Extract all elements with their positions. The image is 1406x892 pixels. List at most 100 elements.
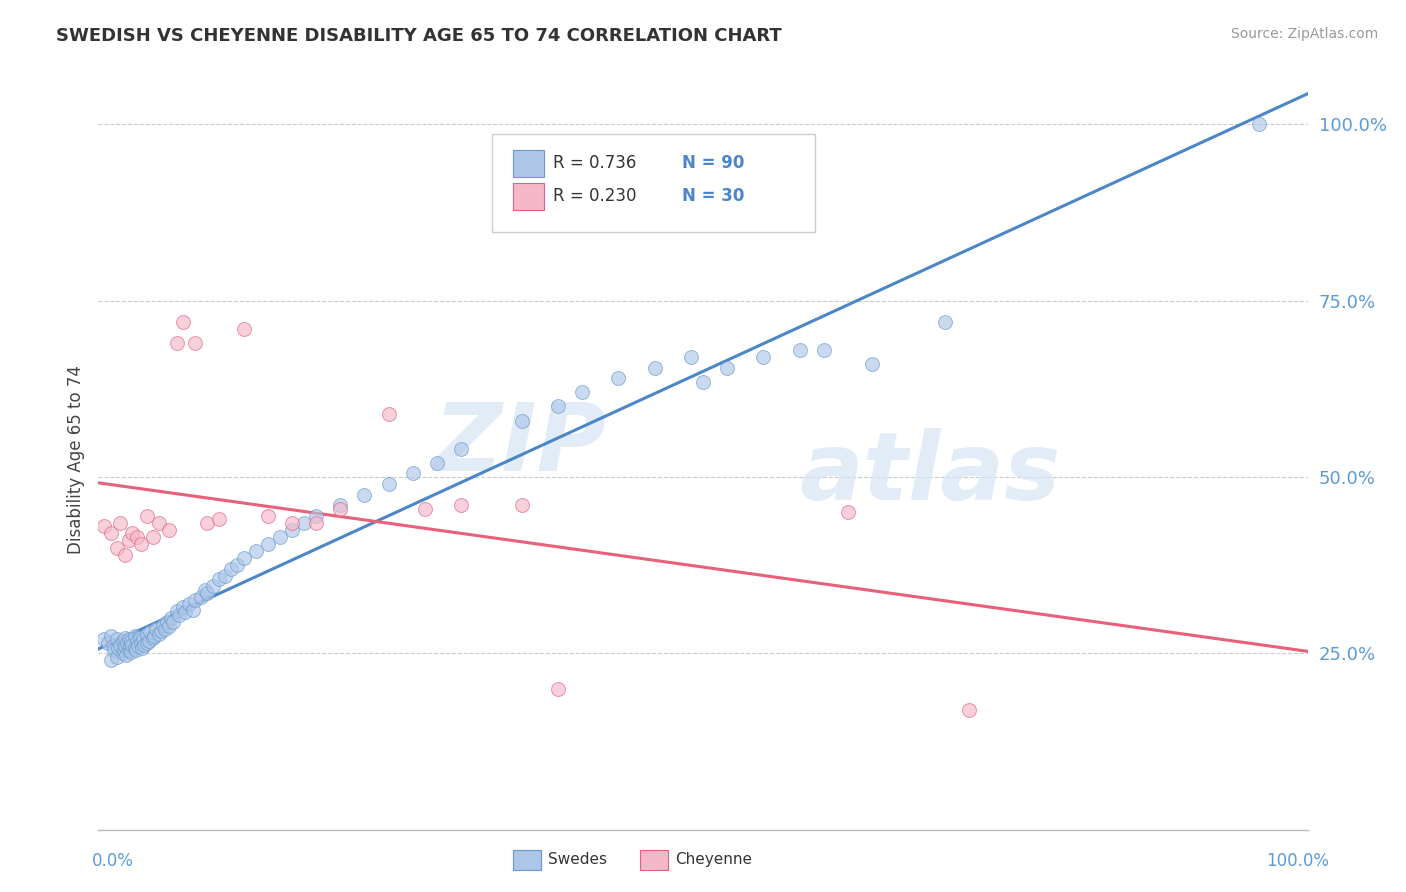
Point: [269, 530, 291, 544]
Point: [752, 350, 775, 364]
Point: [100, 653, 122, 667]
Point: [100, 629, 122, 643]
Point: [162, 615, 184, 629]
Point: [547, 400, 569, 414]
Point: [145, 622, 167, 636]
Point: [1249, 118, 1271, 132]
Text: Cheyenne: Cheyenne: [675, 853, 752, 867]
Point: [402, 467, 425, 481]
Point: [692, 375, 714, 389]
Point: [413, 501, 436, 516]
Point: [169, 607, 191, 622]
Point: [607, 371, 630, 385]
Point: [190, 590, 212, 604]
Point: [226, 558, 249, 573]
Point: [135, 508, 157, 523]
Point: [125, 642, 148, 657]
Point: [208, 512, 231, 526]
Point: [148, 626, 170, 640]
Point: [93, 632, 115, 647]
Point: [789, 343, 811, 357]
Point: [150, 624, 173, 638]
Y-axis label: Disability Age 65 to 74: Disability Age 65 to 74: [66, 365, 84, 554]
Point: [281, 516, 304, 530]
Point: [377, 477, 399, 491]
Point: [214, 568, 236, 582]
Point: [114, 631, 136, 645]
Point: [105, 541, 128, 555]
Point: [232, 322, 254, 336]
Point: [101, 639, 124, 653]
Point: [127, 530, 149, 544]
Text: 100.0%: 100.0%: [1265, 852, 1329, 870]
Point: [644, 360, 666, 375]
Point: [202, 579, 225, 593]
Point: [208, 572, 231, 586]
Point: [118, 642, 141, 657]
Point: [118, 639, 141, 653]
Point: [148, 516, 170, 530]
Point: [100, 526, 122, 541]
Text: Source: ZipAtlas.com: Source: ZipAtlas.com: [1230, 27, 1378, 41]
Point: [245, 544, 267, 558]
Point: [107, 640, 129, 655]
Point: [143, 629, 166, 643]
Point: [166, 604, 188, 618]
Point: [120, 633, 142, 648]
Point: [329, 501, 352, 516]
Point: [450, 442, 472, 456]
Point: [353, 488, 375, 502]
Point: [426, 456, 449, 470]
Point: [957, 703, 980, 717]
Point: [305, 508, 328, 523]
Point: [103, 642, 125, 657]
Point: [837, 505, 859, 519]
Point: [157, 523, 180, 537]
Point: [194, 582, 217, 597]
Text: R = 0.230: R = 0.230: [553, 187, 636, 205]
Point: [172, 315, 194, 329]
Point: [108, 516, 131, 530]
Point: [139, 625, 162, 640]
Text: Swedes: Swedes: [548, 853, 607, 867]
Point: [172, 600, 194, 615]
Point: [813, 343, 835, 357]
Point: [127, 639, 149, 653]
Point: [179, 597, 201, 611]
Point: [127, 633, 149, 648]
Point: [157, 619, 180, 633]
Point: [232, 551, 254, 566]
Point: [281, 523, 304, 537]
Point: [181, 602, 204, 616]
Text: N = 30: N = 30: [682, 187, 744, 205]
Point: [121, 526, 143, 541]
Point: [129, 636, 152, 650]
Text: SWEDISH VS CHEYENNE DISABILITY AGE 65 TO 74 CORRELATION CHART: SWEDISH VS CHEYENNE DISABILITY AGE 65 TO…: [56, 27, 782, 45]
Point: [114, 639, 136, 653]
Point: [377, 407, 399, 421]
Point: [132, 632, 155, 647]
Point: [329, 498, 352, 512]
Point: [256, 537, 278, 551]
Point: [112, 642, 135, 657]
Point: [153, 622, 176, 636]
Point: [716, 360, 738, 375]
Point: [97, 636, 120, 650]
Text: ZIP: ZIP: [433, 399, 606, 491]
Point: [128, 631, 150, 645]
Point: [256, 508, 278, 523]
Point: [934, 315, 956, 329]
Point: [118, 632, 141, 647]
Point: [174, 606, 197, 620]
Point: [292, 516, 315, 530]
Point: [679, 350, 702, 364]
Point: [135, 636, 157, 650]
Point: [152, 618, 174, 632]
Point: [510, 498, 533, 512]
Text: N = 90: N = 90: [682, 154, 744, 172]
Point: [195, 516, 218, 530]
Point: [124, 640, 146, 655]
Point: [221, 562, 243, 576]
Point: [184, 593, 207, 607]
Point: [135, 626, 157, 640]
